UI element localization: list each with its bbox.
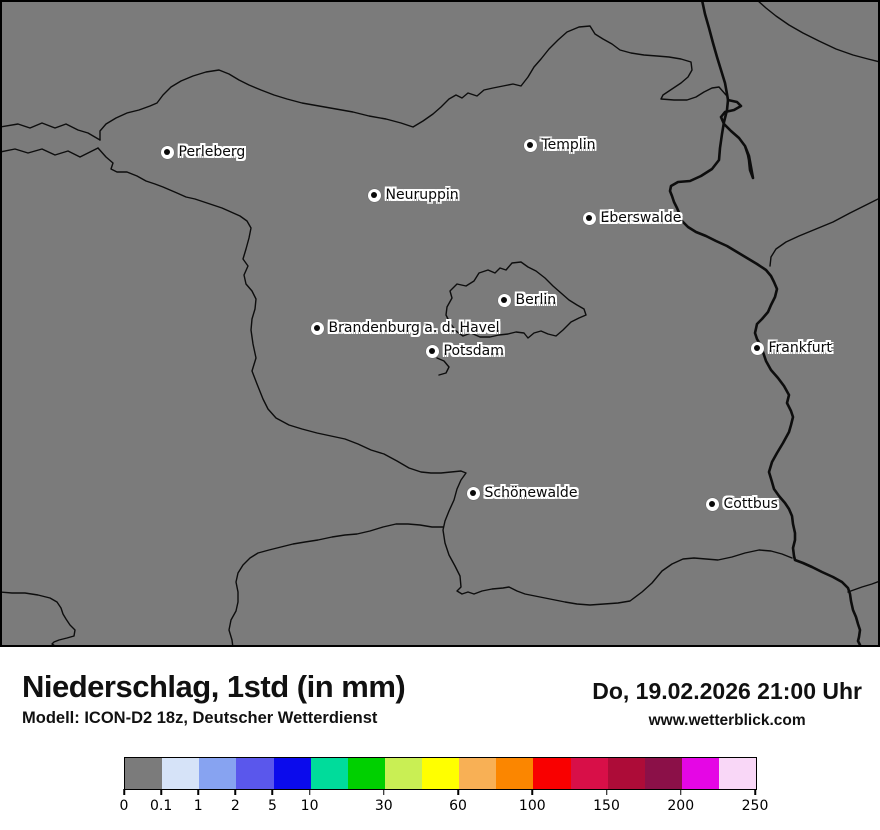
legend-tick <box>271 789 274 795</box>
border-fragment-havel <box>436 357 450 376</box>
precipitation-map: Perleberg Neuruppin Templin Eberswalde Berli… <box>0 0 880 647</box>
city-label: Templin <box>541 137 596 153</box>
berlin-outline <box>445 261 587 339</box>
legend-segment <box>719 758 757 789</box>
legend-segment <box>125 758 163 789</box>
city-label: Perleberg <box>178 144 246 160</box>
city-label: Neuruppin <box>385 187 459 203</box>
legend-segment <box>199 758 237 789</box>
city-schönewalde: Schönewalde <box>466 485 578 501</box>
city-label: Frankfurt <box>768 340 832 356</box>
city-perleberg: Perleberg <box>160 144 246 160</box>
legend-tick <box>531 789 534 795</box>
legend-segment <box>459 758 497 789</box>
border-northwest-b <box>2 147 99 158</box>
legend-segment <box>236 758 274 789</box>
border-fläming-branch <box>228 523 444 645</box>
legend-segment <box>273 758 311 789</box>
legend-tick <box>160 789 162 795</box>
legend-segment <box>310 758 348 789</box>
legend-tick <box>383 789 385 795</box>
forecast-datetime: Do, 19.02.2026 21:00 Uhr <box>592 678 862 704</box>
city-eberswalde: Eberswalde <box>582 210 682 226</box>
header-right-column: Do, 19.02.2026 21:00 Uhr www.wetterblick… <box>592 678 862 730</box>
city-marker <box>582 211 596 225</box>
city-cottbus: Cottbus <box>705 496 778 512</box>
legend-segment <box>607 758 645 789</box>
legend-tick-label: 200 <box>667 798 695 814</box>
city-label: Cottbus <box>723 496 778 512</box>
legend-tick-label: 60 <box>449 798 467 814</box>
legend-tick <box>680 789 682 795</box>
city-marker <box>367 188 381 202</box>
legend-tick <box>197 789 199 795</box>
page-title: Niederschlag, 1std (in mm) <box>22 669 406 704</box>
border-oder-poland-south <box>668 98 862 645</box>
border-northwest-a <box>2 122 101 141</box>
city-label: Brandenburg a. d. Havel <box>328 320 500 336</box>
legend-tick-label: 250 <box>741 798 769 814</box>
legend-tick-label: 2 <box>230 798 240 814</box>
map-borders <box>2 2 878 645</box>
legend-tick <box>605 789 608 795</box>
legend-tick-label: 150 <box>593 798 620 814</box>
legend-tick-label: 0.1 <box>149 798 173 814</box>
city-marker <box>466 486 480 500</box>
city-potsdam: Potsdam <box>425 343 504 359</box>
model-subtitle: Modell: ICON-D2 18z, Deutscher Wetterdie… <box>22 709 378 727</box>
city-label: Schönewalde <box>484 485 578 501</box>
legend-colorbar <box>124 757 757 790</box>
border-neisse-branch <box>847 581 878 593</box>
legend-segment <box>162 758 200 789</box>
legend-tick-label: 0 <box>119 798 129 814</box>
legend-segment <box>681 758 719 789</box>
website-url: www.wetterblick.com <box>648 712 806 729</box>
legend-segment <box>384 758 422 789</box>
legend-segment <box>496 758 534 789</box>
legend-tick-label: 1 <box>193 798 203 814</box>
city-neuruppin: Neuruppin <box>367 187 459 203</box>
legend-tick <box>754 789 756 795</box>
city-marker <box>497 293 511 307</box>
legend-tick <box>123 789 125 795</box>
border-saxony-anhalt <box>97 147 793 606</box>
city-marker <box>425 344 439 358</box>
city-marker <box>160 145 174 159</box>
city-marker <box>705 497 719 511</box>
border-mecklenburg <box>99 25 727 141</box>
border-top-right <box>758 2 878 63</box>
legend-tick <box>308 789 311 795</box>
legend-tick-label: 100 <box>518 798 546 814</box>
legend-tick-label: 30 <box>374 798 393 814</box>
city-marker <box>750 341 764 355</box>
legend-segment <box>422 758 460 789</box>
city-label: Potsdam <box>443 343 504 359</box>
city-label: Berlin <box>515 292 557 308</box>
precipitation-legend: 0 0.1 1 2 5 10 30 60 100 150 200 250 <box>120 757 768 817</box>
city-berlin: Berlin <box>497 292 557 308</box>
legend-segment <box>570 758 608 789</box>
legend-tick-label: 10 <box>300 798 319 814</box>
city-label: Eberswalde <box>600 210 682 226</box>
legend-tick <box>234 789 237 795</box>
city-marker <box>523 138 537 152</box>
city-templin: Templin <box>523 137 596 153</box>
city-marker <box>310 321 324 335</box>
city-frankfurt: Frankfurt <box>750 340 832 356</box>
legend-tick-label: 5 <box>268 798 277 814</box>
legend-segment <box>533 758 571 789</box>
border-corner-southwest <box>2 591 76 645</box>
legend-tick <box>457 789 459 795</box>
legend-segment <box>347 758 385 789</box>
city-brandenburg-a-d-havel: Brandenburg a. d. Havel <box>310 320 500 336</box>
legend-segment <box>644 758 682 789</box>
border-join-northeast <box>769 198 878 267</box>
